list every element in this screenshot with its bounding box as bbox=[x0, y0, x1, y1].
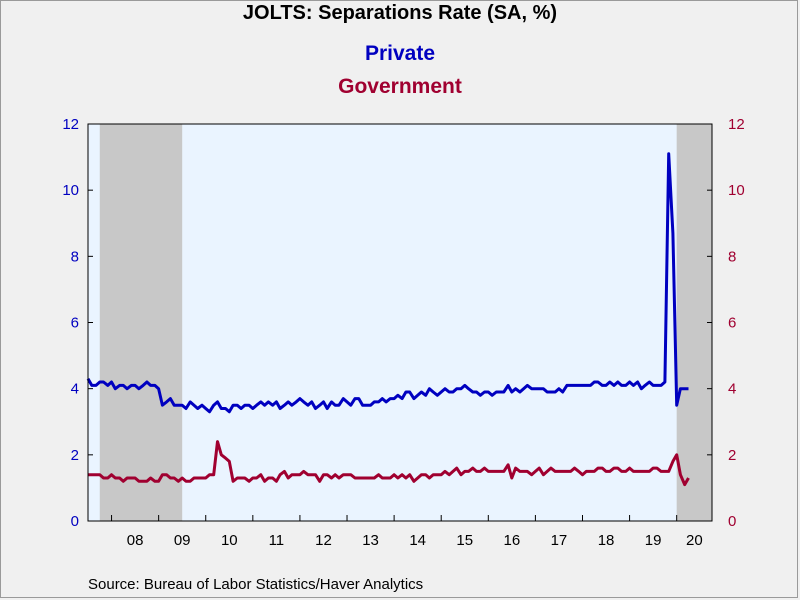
chart-title: JOLTS: Separations Rate (SA, %) bbox=[242, 2, 558, 24]
y-right-tick-label-8: 8 bbox=[728, 248, 736, 265]
x-tick-label-17: 17 bbox=[551, 532, 568, 549]
x-tick-label-08: 08 bbox=[127, 532, 144, 549]
series-line-government bbox=[88, 440, 690, 487]
x-tick-label-10: 10 bbox=[221, 532, 238, 549]
x-tick-label-11: 11 bbox=[269, 532, 285, 549]
x-tick-label-19: 19 bbox=[645, 532, 662, 549]
y-left-tick-label-2: 2 bbox=[71, 447, 79, 464]
source-note: Source: Bureau of Labor Statistics/Haver… bbox=[88, 576, 424, 593]
y-left-tick-label-10: 10 bbox=[62, 182, 79, 199]
legend-government: Government bbox=[338, 75, 462, 98]
x-tick-label-15: 15 bbox=[456, 532, 473, 549]
y-right-tick-label-10: 10 bbox=[728, 182, 745, 199]
x-tick-label-14: 14 bbox=[409, 532, 426, 549]
x-tick-label-18: 18 bbox=[598, 532, 615, 549]
series-layer bbox=[86, 152, 690, 487]
y-right-tick-label-2: 2 bbox=[728, 447, 736, 464]
y-left-tick-label-12: 12 bbox=[62, 116, 79, 133]
legend-private: Private bbox=[364, 42, 436, 65]
recession-band-1 bbox=[676, 124, 712, 521]
recession-layer bbox=[99, 124, 712, 521]
y-left-tick-label-0: 0 bbox=[71, 513, 79, 530]
y-left-tick-label-6: 6 bbox=[71, 315, 79, 332]
recession-band-0 bbox=[99, 124, 183, 521]
x-tick-label-12: 12 bbox=[315, 532, 332, 549]
x-tick-label-09: 09 bbox=[174, 532, 191, 549]
y-left-tick-label-8: 8 bbox=[71, 248, 79, 265]
x-tick-label-16: 16 bbox=[504, 532, 521, 549]
y-left-tick-label-4: 4 bbox=[71, 381, 79, 398]
x-tick-label-13: 13 bbox=[362, 532, 379, 549]
y-right-tick-label-12: 12 bbox=[728, 116, 745, 133]
y-right-tick-label-4: 4 bbox=[728, 381, 736, 398]
plot-background-layer bbox=[88, 124, 712, 521]
axes-layer: 0 0 2 2 4 4 6 6 8 8 10 10 12 12 08 09 10 11 12 13 14 15 16 17 18… bbox=[62, 116, 744, 549]
x-tick-label-20: 20 bbox=[686, 532, 703, 549]
y-right-tick-label-6: 6 bbox=[728, 315, 736, 332]
series-line-private bbox=[86, 152, 689, 414]
y-right-tick-label-0: 0 bbox=[728, 513, 736, 530]
plot-area bbox=[88, 124, 712, 521]
